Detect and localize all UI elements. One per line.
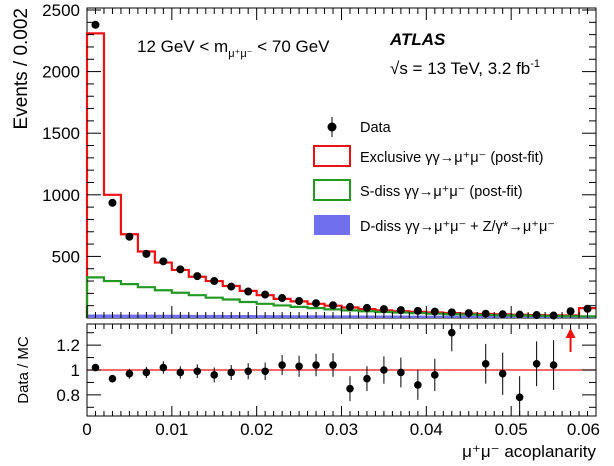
main-y-axis-label: Events / 0.002 — [11, 8, 32, 129]
data-point — [413, 306, 422, 315]
main-panel: 500 1000 1500 2000 2500 Events / 0.002 12 Ge… — [11, 1, 597, 320]
ratio-point — [532, 359, 541, 368]
data-point — [125, 232, 134, 241]
data-point — [295, 296, 304, 305]
data-point — [159, 257, 168, 266]
legend-marker-exclusive — [313, 145, 351, 167]
legend-marker-ddiss — [314, 215, 350, 235]
ratio-point — [515, 393, 524, 402]
ratio-point — [278, 361, 286, 369]
ratio-point — [414, 381, 422, 389]
ratio-point — [244, 367, 252, 376]
x-tick-label: 0.02 — [240, 420, 273, 439]
ratio-point — [108, 374, 117, 383]
legend-label: Data — [360, 120, 392, 136]
ratio-point — [210, 371, 219, 379]
energy-lumi-label: √s = 13 TeV, 3.2 fb-1 — [390, 58, 540, 78]
ratio-point — [380, 366, 388, 374]
data-point — [362, 303, 371, 312]
ratio-y-tick-label: 1 — [71, 361, 80, 380]
ratio-point — [176, 368, 185, 377]
legend-label: D-diss γγ→μ⁺μ⁻ + Z/γ*→μ⁺μ⁻ — [360, 219, 555, 235]
data-point — [312, 299, 321, 308]
data-point — [210, 277, 219, 286]
ratio-point — [295, 362, 303, 371]
ratio-y-tick-label: 0.8 — [56, 386, 80, 405]
ratio-point — [227, 368, 236, 377]
main-x-axis-ticks — [86, 8, 597, 318]
data-point — [379, 305, 388, 314]
data-point — [108, 198, 117, 207]
ratio-point — [346, 384, 354, 393]
mass-range-label: 12 GeV < mμ⁺μ⁻ < 70 GeV — [137, 37, 330, 60]
y-tick-label: 1000 — [42, 186, 80, 205]
data-point — [193, 272, 202, 281]
x-tick-label: 0.06 — [567, 420, 600, 439]
x-tick-label: 0.01 — [155, 420, 188, 439]
ratio-point — [329, 361, 337, 369]
y-tick-label: 500 — [52, 247, 80, 266]
ratio-point — [159, 363, 168, 372]
ratio-x-axis: 0 0.01 0.02 0.03 0.04 0.05 0.06 — [82, 324, 600, 439]
ratio-point — [363, 374, 371, 383]
data-point — [329, 301, 338, 310]
ratio-point — [498, 369, 507, 378]
data-point — [396, 306, 405, 315]
ratio-y-tick-label: 1.2 — [56, 336, 80, 355]
data-point — [227, 282, 236, 291]
ratio-point — [312, 361, 320, 369]
ratio-point — [142, 368, 151, 377]
data-point — [261, 290, 270, 299]
legend-label: Exclusive γγ→μ⁺μ⁻ (post-fit) — [360, 150, 544, 166]
x-tick-label: 0.05 — [495, 420, 528, 439]
legend-marker-sdiss — [313, 179, 351, 201]
y-tick-label: 2000 — [42, 63, 80, 82]
legend-label: S-diss γγ→μ⁺μ⁻ (post-fit) — [360, 184, 523, 200]
x-tick-label: 0 — [82, 420, 91, 439]
x-tick-label: 0.03 — [325, 420, 358, 439]
legend: Data Exclusive γγ→μ⁺μ⁻ (post-fit) S-diss γ… — [313, 117, 555, 235]
ratio-y-axis: 0.8 1 1.2 — [56, 332, 596, 408]
y-tick-label: 2500 — [42, 1, 80, 20]
ratio-point — [125, 369, 134, 378]
data-point — [345, 302, 354, 311]
x-tick-label: 0.04 — [410, 420, 443, 439]
data-point — [583, 304, 592, 313]
ratio-point — [447, 328, 456, 337]
ratio-arrow-head — [565, 328, 576, 338]
x-axis-label: μ⁺μ⁻ acoplanarity — [462, 442, 596, 461]
ratio-point — [431, 371, 439, 379]
ratio-point — [91, 363, 100, 372]
data-point — [566, 307, 575, 316]
ratio-point — [193, 367, 202, 376]
data-point — [176, 265, 185, 274]
ratio-point — [261, 367, 269, 376]
y-tick-label: 1500 — [42, 124, 80, 143]
data-point — [244, 287, 253, 296]
main-y-axis: 500 1000 1500 2000 2500 — [42, 1, 596, 307]
data-point — [142, 249, 151, 258]
data-point — [278, 294, 287, 303]
ratio-plot-area — [87, 324, 596, 416]
ratio-y-axis-label: Data / MC — [15, 336, 32, 404]
data-point — [430, 307, 439, 316]
ratio-panel: 0.8 1 1.2 0 0.01 0.02 0.03 0.04 0.05 0.06 Data /… — [15, 323, 600, 461]
experiment-label: ATLAS — [389, 30, 446, 49]
ratio-point — [397, 368, 405, 377]
ratio-point — [549, 361, 558, 369]
ratio-point — [481, 359, 490, 368]
